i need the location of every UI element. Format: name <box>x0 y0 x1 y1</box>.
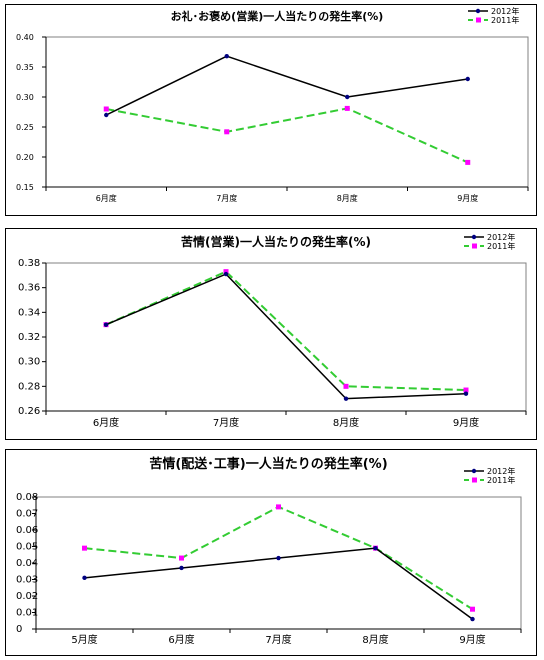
x-tick-label: 8月度 <box>333 416 359 429</box>
x-tick-label: 9月度 <box>459 633 485 646</box>
series-line-2011年 <box>106 107 469 164</box>
y-tick-label: 0.36 <box>18 283 40 294</box>
chart-praise: お礼･お褒め(営業)一人当たりの発生率(%) 0.15 0.20 0.25 0.30 0.… <box>16 6 529 203</box>
y-tick-label: 0.34 <box>18 307 40 318</box>
chart-panel-praise: お礼･お褒め(営業)一人当たりの発生率(%) 0.15 0.20 0.25 0.30 0.… <box>5 4 537 216</box>
y-tick-label: 0.02 <box>16 591 38 602</box>
data-point <box>276 504 281 510</box>
chart-title: お礼･お褒め(営業)一人当たりの発生率(%) <box>171 9 384 23</box>
legend-label: 2011年 <box>491 15 519 25</box>
x-tick-label: 7月度 <box>265 633 291 646</box>
data-point <box>343 396 349 401</box>
data-point <box>463 391 469 396</box>
data-point <box>344 105 350 111</box>
x-tick-label: 6月度 <box>168 633 194 646</box>
data-point <box>223 269 229 275</box>
legend-marker <box>476 17 481 23</box>
data-point <box>179 565 184 571</box>
data-point <box>345 94 350 100</box>
data-point <box>224 54 229 59</box>
series-line-2012年 <box>105 273 467 400</box>
data-point <box>343 383 349 389</box>
x-tick-label: 7月度 <box>216 193 237 203</box>
legend-label: 2011年 <box>487 241 515 251</box>
legend-marker <box>472 243 477 249</box>
legend-label: 2012年 <box>491 6 519 16</box>
data-point <box>179 555 184 561</box>
x-tick-label: 5月度 <box>71 633 97 646</box>
y-tick-label: 0.32 <box>18 332 40 343</box>
x-tick-label: 6月度 <box>96 193 117 203</box>
y-tick-label: 0.40 <box>16 33 34 42</box>
x-tick-label: 9月度 <box>457 193 478 203</box>
legend-label: 2011年 <box>487 475 515 485</box>
series-line-2011年 <box>105 270 467 392</box>
data-point <box>224 129 230 135</box>
legend-marker <box>475 8 481 14</box>
x-tick-label: 8月度 <box>362 633 388 646</box>
chart-complaint-sales: 苦情(営業)一人当たりの発生率(%) 0.26 0.28 0.30 0.32 0.34 0.… <box>18 232 527 429</box>
legend-label: 2012年 <box>487 232 515 242</box>
y-tick-label: 0.28 <box>18 381 40 392</box>
data-point <box>104 112 109 118</box>
y-tick-label: 0.08 <box>16 492 38 503</box>
chart-title: 苦情(配送･工事)一人当たりの発生率(%) <box>149 456 387 472</box>
y-tick-label: 0.30 <box>16 93 34 102</box>
y-tick-label: 0.04 <box>16 558 38 569</box>
y-tick-label: 0.38 <box>18 258 40 269</box>
y-tick-label: 0.20 <box>16 153 34 162</box>
data-point <box>373 545 378 551</box>
series-line-2012年 <box>105 55 468 116</box>
y-tick-label: 0.30 <box>18 357 40 368</box>
chart-title: 苦情(営業)一人当たりの発生率(%) <box>181 234 371 249</box>
x-tick-label: 9月度 <box>453 416 479 429</box>
y-tick-label: 0.26 <box>18 406 40 417</box>
legend-marker <box>471 468 477 474</box>
data-point <box>103 322 109 327</box>
legend-label: 2012年 <box>487 466 515 476</box>
x-tick-label: 6月度 <box>93 416 119 429</box>
data-point <box>82 575 87 581</box>
y-tick-label: 0.25 <box>16 123 34 132</box>
data-point <box>470 616 475 622</box>
data-point <box>463 387 469 393</box>
chart-panel-complaint-sales: 苦情(営業)一人当たりの発生率(%) 0.26 0.28 0.30 0.32 0.34 0.… <box>5 228 537 440</box>
plot-area <box>35 496 522 630</box>
legend-marker <box>472 477 477 483</box>
data-point <box>223 271 229 277</box>
y-tick-label: 0.15 <box>16 183 34 192</box>
x-tick-label: 8月度 <box>337 193 358 203</box>
x-tick-label: 7月度 <box>213 416 239 429</box>
chart-panel-complaint-delivery: 苦情(配送･工事)一人当たりの発生率(%) 0 0.01 0.02 0.03 0.04 0.… <box>5 449 537 656</box>
y-tick-label: 0.06 <box>16 525 38 536</box>
y-tick-label: 0.07 <box>16 509 38 520</box>
data-point <box>103 106 109 112</box>
y-tick-label: 0.05 <box>16 542 38 553</box>
data-point <box>470 606 475 612</box>
y-tick-label: 0 <box>16 624 22 635</box>
data-point <box>82 545 87 551</box>
chart-complaint-delivery: 苦情(配送･工事)一人当たりの発生率(%) 0 0.01 0.02 0.03 0.04 0.… <box>16 456 522 646</box>
data-point <box>276 555 281 561</box>
y-tick-label: 0.03 <box>16 575 38 586</box>
legend-marker <box>471 234 477 240</box>
data-point <box>465 159 471 165</box>
y-tick-label: 0.01 <box>16 608 38 619</box>
y-tick-label: 0.35 <box>16 63 34 72</box>
data-point <box>465 76 470 82</box>
